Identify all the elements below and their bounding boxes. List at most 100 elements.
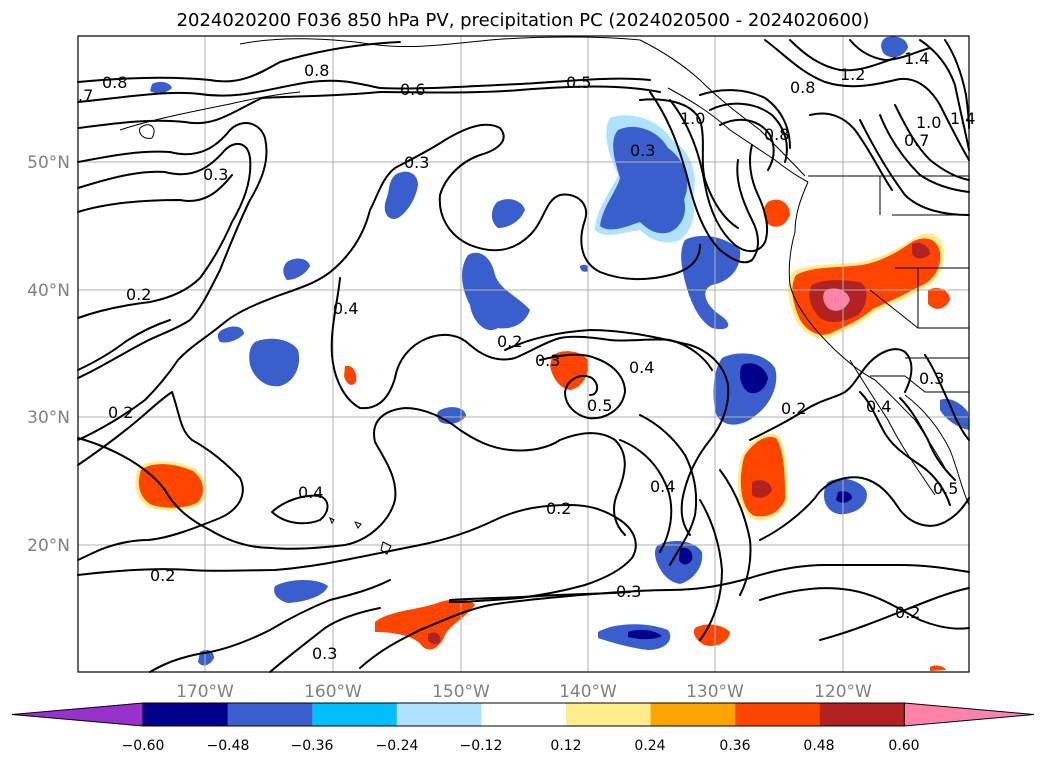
colorbar-tick-label: −0.36 (291, 738, 334, 754)
contour-line (269, 607, 381, 673)
contour-label: 0.3 (630, 141, 655, 160)
precip-area (740, 363, 768, 394)
precip-area (384, 171, 418, 219)
contour-line (77, 391, 244, 561)
colorbar-swatch (650, 703, 736, 726)
contour-line (894, 104, 970, 181)
contour-label: 0.5 (933, 479, 958, 498)
lon-label: 160°W (304, 682, 362, 702)
precip-area (138, 464, 203, 508)
colorbar-tick-label: −0.12 (460, 738, 503, 754)
contour-label: 0.6 (400, 80, 425, 99)
hawaii-islands (329, 516, 392, 555)
coastline-alaska (239, 36, 806, 177)
precip-area (491, 199, 525, 228)
coastline-us-west (788, 181, 946, 469)
precip-area (763, 199, 790, 227)
lat-label: 40°N (27, 281, 70, 301)
contour-line (809, 112, 893, 191)
contour-label: 0.2 (546, 499, 571, 518)
precip-area (694, 624, 730, 646)
contour-line (749, 348, 913, 441)
contour-line (819, 587, 970, 641)
lon-label: 150°W (432, 682, 490, 702)
map-frame (77, 35, 970, 673)
precip-area (580, 264, 589, 272)
colorbar-extend-high (903, 702, 1035, 727)
coastline-aleutians (119, 91, 301, 131)
precip-area (881, 36, 908, 58)
colorbar-swatch (566, 703, 652, 726)
contour-line (699, 499, 723, 641)
colorbar-swatch (227, 703, 313, 726)
contour-label: .7 (78, 86, 93, 105)
contour-line (709, 102, 788, 163)
border-us-mexico (870, 375, 969, 393)
precip-area (752, 480, 772, 498)
colorbar-swatch (396, 703, 482, 726)
map-panel: 0.8 .7 0.8 0.6 0.5 0.3 0.3 0.3 0.2 0.4 0… (77, 35, 975, 673)
pv-contours (77, 39, 970, 673)
contour-line (77, 142, 252, 319)
colorbar-tick-label: 0.12 (550, 738, 581, 754)
contour-label: 0.2 (150, 566, 175, 585)
colorbar-swatch (481, 703, 567, 726)
contour-line (669, 99, 768, 253)
border-states (869, 176, 969, 359)
precip-area (274, 580, 328, 603)
contour-line (77, 41, 401, 83)
colorbar-swatch (312, 703, 398, 726)
contour-label: 0.2 (781, 399, 806, 418)
contour-label: 0.4 (866, 397, 891, 416)
contour-line (899, 397, 956, 481)
contour-line (77, 407, 626, 550)
contour-label: 0.3 (404, 153, 429, 172)
contour-label: 0.4 (298, 483, 323, 502)
contour-label: 0.5 (587, 396, 612, 415)
colorbar-extend-low (11, 702, 144, 727)
colorbar-swatch (735, 703, 821, 726)
contour-line (359, 564, 970, 669)
lon-label: 130°W (686, 682, 744, 702)
contour-line (77, 77, 651, 103)
graticule (78, 36, 969, 672)
contour-label: 0.3 (919, 369, 944, 388)
contour-label: 0.8 (764, 125, 789, 144)
contour-line (77, 504, 637, 603)
contour-line (77, 319, 171, 371)
contour-label: 0.7 (904, 131, 929, 150)
precip-area (679, 547, 693, 565)
lat-label: 20°N (27, 536, 70, 556)
contour-line (77, 123, 701, 441)
coastline-mexico (904, 394, 970, 506)
precip-area (928, 288, 950, 309)
lat-label: 50°N (27, 153, 70, 173)
contour-line (271, 494, 329, 525)
contour-line (859, 391, 951, 506)
map-title: 2024020200 F036 850 hPa PV, precipitatio… (177, 10, 870, 31)
colorbar-tick-label: −0.60 (122, 738, 165, 754)
contour-label: 0.4 (333, 299, 358, 318)
latitude-labels: 50°N 40°N 30°N 20°N (27, 153, 70, 556)
precip-area (740, 436, 785, 517)
contour-label: 1.0 (916, 113, 941, 132)
contour-label: 0.2 (895, 603, 920, 622)
colorbar-swatch (819, 703, 905, 726)
contour-line (849, 39, 931, 61)
contour-label: 1.2 (840, 65, 865, 84)
precip-area (375, 599, 475, 650)
contour-line (539, 353, 626, 420)
colorbar-swatch (143, 703, 229, 726)
precip-area (912, 242, 930, 259)
contour-label: 0.2 (497, 332, 522, 351)
precip-area (283, 258, 310, 280)
colorbar-tick-label: 0.48 (803, 738, 834, 754)
contour-label: 0.8 (102, 73, 127, 92)
precip-area (600, 126, 688, 234)
contour-line (759, 476, 970, 541)
contour-line (719, 469, 752, 596)
precip-area (930, 665, 946, 671)
lon-label: 140°W (559, 682, 617, 702)
precip-area (628, 629, 662, 640)
